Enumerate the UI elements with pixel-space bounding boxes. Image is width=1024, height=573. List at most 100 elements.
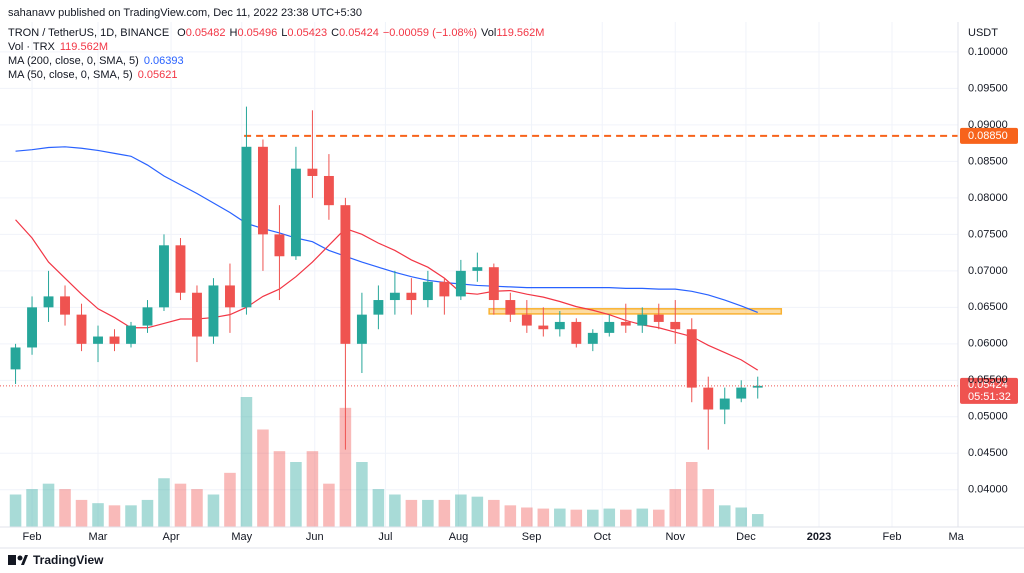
candle-body xyxy=(620,321,631,326)
candle-body xyxy=(225,285,235,308)
candle-body xyxy=(604,321,615,333)
vol-value: 119.562M xyxy=(496,27,544,39)
x-tick-label: Aug xyxy=(449,531,469,543)
x-tick-label: Mar xyxy=(949,531,968,543)
x-tick-label: Jun xyxy=(306,531,324,543)
volume-bar xyxy=(669,489,682,527)
volume-bar xyxy=(422,499,434,527)
candle-body xyxy=(505,300,516,315)
x-tick-label: May xyxy=(231,531,252,543)
candle-body xyxy=(455,270,466,297)
candle-body xyxy=(274,234,285,257)
y-tick-label: 0.09500 xyxy=(968,82,1008,94)
volume-bar xyxy=(488,499,500,527)
x-tick-label: Feb xyxy=(23,531,42,543)
legend-ma: MA (200, close, 0, SMA, 5) 0.06393 xyxy=(8,55,184,67)
ohlc-key: L xyxy=(281,27,287,39)
volume-bar xyxy=(290,462,302,527)
candle-body xyxy=(290,168,301,257)
volume-bar xyxy=(141,499,154,527)
y-axis-label: USDT xyxy=(968,27,998,39)
candle-body xyxy=(109,336,120,344)
ohlc-value: 0.05423 xyxy=(287,27,327,39)
publisher: sahanavv published on TradingView.com, D… xyxy=(8,7,362,19)
x-tick-label: Mar xyxy=(89,531,108,543)
volume-bar xyxy=(125,505,137,527)
volume-bar xyxy=(158,478,170,527)
volume-bar xyxy=(685,462,698,527)
candle-body xyxy=(538,325,549,330)
candle-body xyxy=(587,332,598,344)
candle-body xyxy=(76,314,87,344)
x-tick-label: Sep xyxy=(522,531,542,543)
ma-line xyxy=(15,146,758,314)
y-tick-label: 0.06000 xyxy=(968,338,1008,350)
volume-bar xyxy=(554,508,566,527)
volume-bar xyxy=(438,499,451,527)
ohlc-value: 0.05496 xyxy=(237,27,277,39)
volume-bar xyxy=(306,451,319,527)
volume-bar xyxy=(92,503,104,527)
candle-body xyxy=(472,267,483,271)
candle-body xyxy=(27,307,37,348)
volume-bar xyxy=(455,494,467,527)
y-tick-label: 0.05500 xyxy=(968,374,1008,386)
candle-body xyxy=(356,314,367,344)
plot-area xyxy=(0,22,958,527)
volume-bar xyxy=(372,489,385,527)
volume-bar xyxy=(735,507,748,527)
y-tick-label: 0.06500 xyxy=(968,301,1008,313)
candle-body xyxy=(60,296,70,315)
zone xyxy=(488,308,783,315)
logo xyxy=(8,555,28,565)
candle-body xyxy=(670,321,681,330)
candle-body xyxy=(10,347,21,370)
y-tick-label: 0.09000 xyxy=(968,119,1008,131)
x-tick-label: Nov xyxy=(665,531,685,543)
y-tick-label: 0.04000 xyxy=(968,484,1008,496)
candle-body xyxy=(406,292,417,301)
volume-bar xyxy=(174,483,187,527)
volume-bar xyxy=(389,494,401,527)
candle-body xyxy=(340,205,351,344)
candle-body xyxy=(653,314,664,322)
level-label: 0.08850 xyxy=(968,130,1008,142)
candle-body xyxy=(703,387,714,410)
volume-bar xyxy=(620,509,632,527)
volume-bar xyxy=(521,507,533,527)
candle-body xyxy=(323,175,334,206)
legend-main: TRON / TetherUS, 1D, BINANCE O0.05482 H0.0… xyxy=(8,27,544,39)
volume-bar xyxy=(339,407,352,527)
volume-bar xyxy=(273,451,286,527)
volume-bar xyxy=(702,489,715,527)
indicator-value: 0.06393 xyxy=(144,55,184,67)
volume-bar xyxy=(405,499,418,527)
change: −0.00059 (−1.08%) xyxy=(383,27,477,39)
ma-line xyxy=(15,219,759,371)
y-tick-label: 0.10000 xyxy=(968,46,1008,58)
symbol: TRON / TetherUS, 1D, BINANCE xyxy=(8,27,169,39)
y-tick-label: 0.08000 xyxy=(968,192,1008,204)
countdown-label: 05:51:32 xyxy=(968,391,1011,403)
candle-body xyxy=(93,336,103,344)
candle-body xyxy=(422,281,433,301)
candle-body xyxy=(719,398,730,410)
volume-bar xyxy=(751,514,764,527)
indicator-name: Vol · TRX xyxy=(8,41,56,53)
level-label-box xyxy=(960,127,1018,144)
volume-bar xyxy=(240,397,253,527)
ohlc-key: C xyxy=(331,27,339,39)
candle-body xyxy=(307,168,318,176)
candle-body xyxy=(389,292,400,301)
indicator-name: MA (200, close, 0, SMA, 5) xyxy=(8,55,139,67)
indicator-value: 0.05621 xyxy=(138,69,178,81)
volume-bar xyxy=(570,509,583,527)
candle-body xyxy=(208,285,219,337)
ohlc-key: O xyxy=(177,27,186,39)
volume-bar xyxy=(718,505,731,527)
indicator-value: 119.562M xyxy=(60,41,108,53)
candle-body xyxy=(175,245,186,293)
volume-bar xyxy=(108,505,121,527)
x-tick-label: Dec xyxy=(736,531,756,543)
